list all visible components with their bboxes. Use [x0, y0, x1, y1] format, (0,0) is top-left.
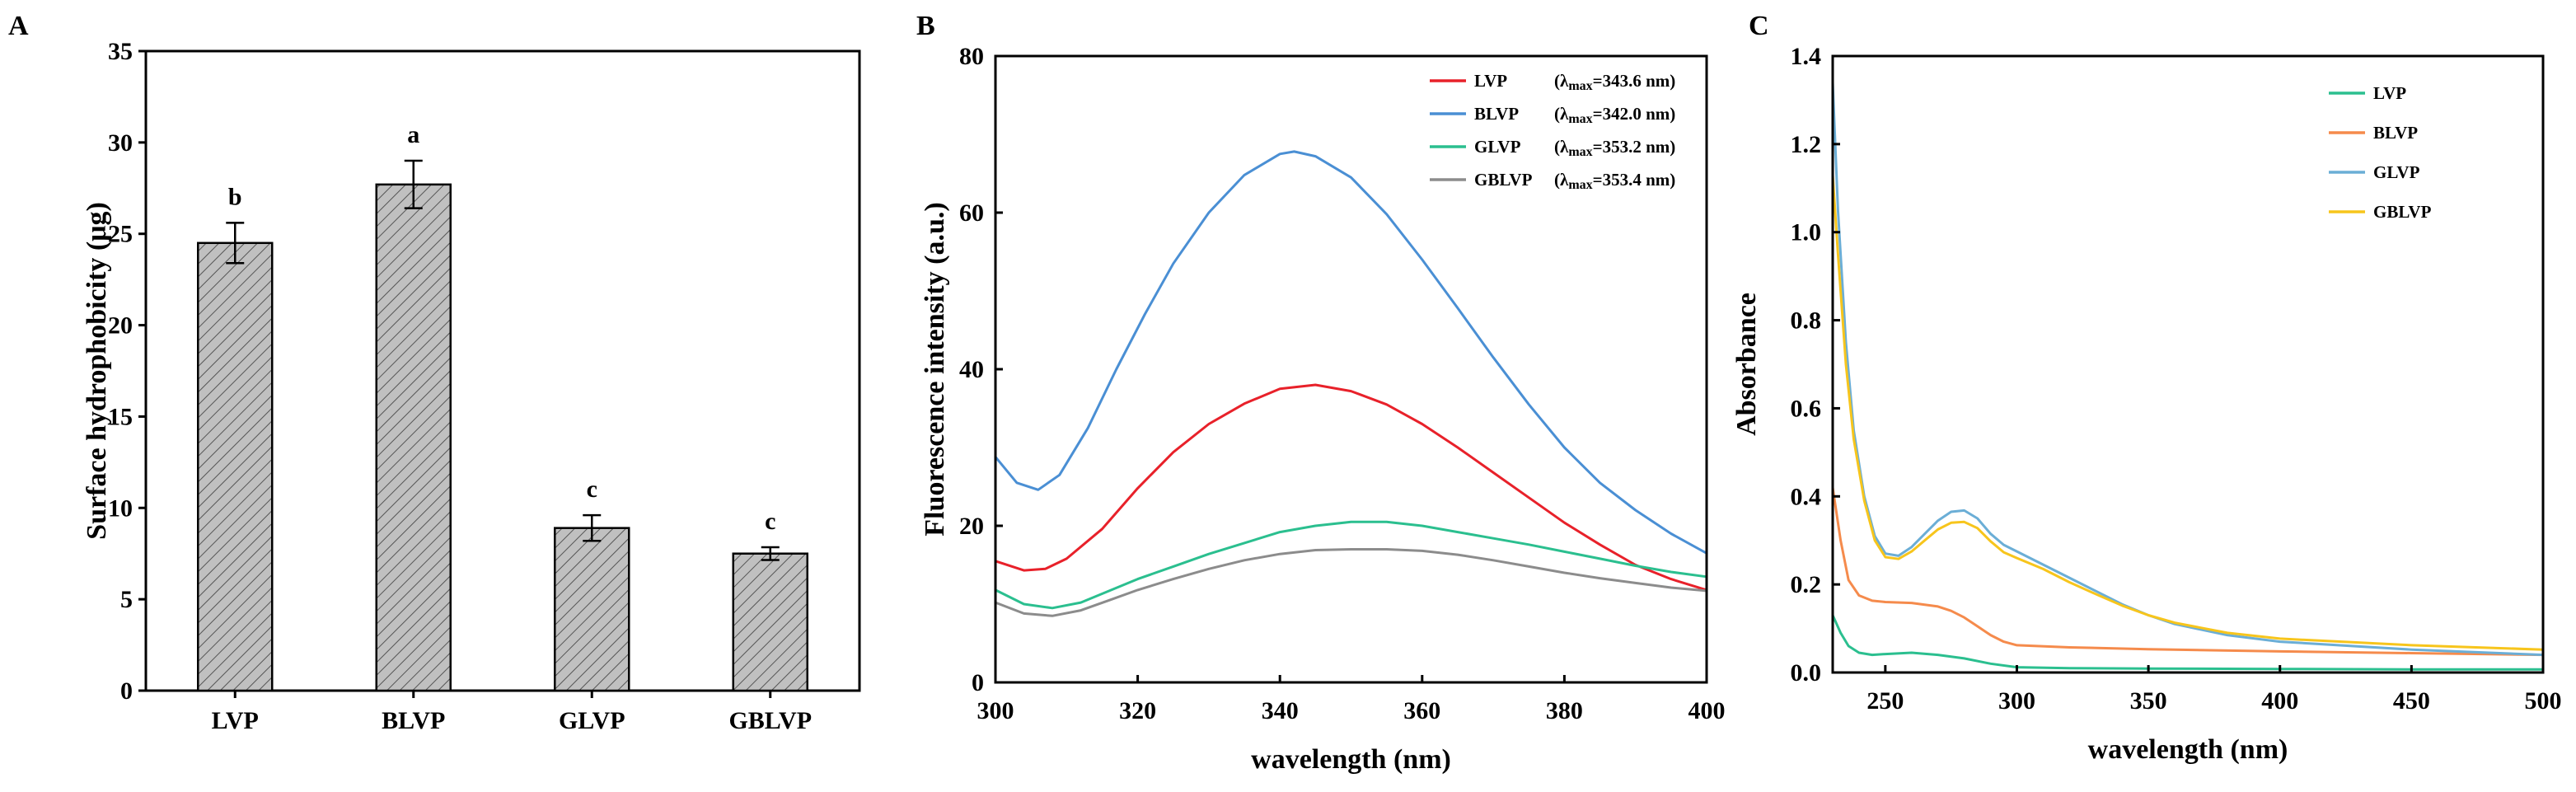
legend-label: GBLVP [1474, 170, 1533, 190]
panel-label-a: A [8, 11, 29, 41]
y-tick-label: 1.0 [1791, 219, 1822, 246]
y-tick-label: 1.2 [1791, 131, 1822, 158]
significance-label: c [587, 476, 597, 503]
y-tick-label: 0.6 [1791, 395, 1822, 422]
y-tick-label: 25 [108, 221, 133, 248]
x-tick-label: 250 [1866, 687, 1904, 715]
legend-label: GLVP [1474, 137, 1521, 157]
panel-a-frame [144, 49, 861, 692]
y-tick-label: 30 [108, 129, 133, 157]
panel-label-c: C [1749, 11, 1769, 41]
bar [732, 552, 808, 692]
panel-c-absorbance-chart: 250 300 350 400 450 500 0.0 0.2 0.4 0.6 0.8 1.0 1.2 1… [1731, 43, 2562, 765]
y-tick-label: 1.4 [1791, 43, 1822, 70]
x-tick-label: 300 [1998, 687, 2035, 715]
x-tick-label: 500 [2525, 687, 2562, 715]
legend-label: BLVP [1474, 104, 1519, 124]
series-line-lvp [994, 383, 1708, 592]
series-line-blvp [994, 150, 1708, 555]
y-tick-label: 10 [108, 494, 133, 522]
x-tick-label: GLVP [559, 707, 625, 734]
series-line-blvp [1831, 486, 2545, 657]
series-line-gblvp [994, 548, 1708, 617]
x-tick-label: LVP [212, 707, 259, 734]
y-axis-title: Fluorescence intensity (a.u.) [920, 202, 950, 536]
significance-label: a [407, 121, 419, 148]
y-tick-label: 60 [959, 199, 984, 227]
y-tick-label: 0.8 [1791, 307, 1822, 335]
y-tick-label: 20 [959, 513, 984, 540]
x-tick-label: 320 [1119, 697, 1156, 724]
y-tick-label: 0.0 [1791, 659, 1822, 687]
legend-label: GLVP [2373, 162, 2420, 182]
panel-b-fluorescence-chart: 300 320 340 360 380 400 0 20 40 60 80 wavelength (n… [920, 43, 1726, 775]
legend-annotation: (λmax=353.4 nm) [1554, 170, 1675, 192]
x-tick-label: 350 [2130, 687, 2167, 715]
legend-annotation: (λmax=343.6 nm) [1554, 71, 1675, 93]
y-tick-label: 40 [959, 356, 984, 383]
plot-frame [1831, 54, 2545, 674]
significance-label: c [765, 508, 775, 535]
x-tick-label: 450 [2393, 687, 2430, 715]
x-tick-label: 400 [1688, 697, 1726, 724]
y-tick-label: 5 [120, 586, 133, 613]
x-axis-title: wavelength (nm) [1251, 744, 1451, 775]
x-tick-label: BLVP [382, 707, 445, 734]
x-tick-label: 340 [1262, 697, 1299, 724]
panel-label-b: B [916, 11, 935, 41]
legend-label: LVP [2373, 83, 2406, 103]
series-line-lvp [1831, 614, 2545, 671]
bar [554, 527, 630, 692]
legend-annotation: (λmax=342.0 nm) [1554, 104, 1675, 126]
y-tick-label: 0.4 [1791, 483, 1822, 510]
x-axis-title: wavelength (nm) [2088, 734, 2288, 765]
panel-a-bar-chart: 0 5 10 15 20 25 30 35 b LVP a BLVP c GLVP c GBLVP Surfac… [82, 38, 861, 734]
y-tick-label: 20 [108, 312, 133, 340]
x-tick-label: 300 [977, 697, 1014, 724]
y-tick-label: 0.2 [1791, 571, 1822, 598]
series-line-gblvp [1831, 173, 2545, 651]
y-tick-label: 80 [959, 43, 984, 70]
y-tick-label: 0 [972, 669, 984, 696]
y-tick-label: 0 [120, 677, 133, 705]
bar [375, 183, 452, 692]
y-tick-label: 35 [108, 38, 133, 65]
series-line-glvp [994, 520, 1708, 610]
legend-label: LVP [1474, 71, 1507, 91]
y-axis-title: Absorbance [1731, 293, 1762, 436]
legend-label: GBLVP [2373, 202, 2432, 222]
x-tick-label: 380 [1546, 697, 1583, 724]
y-tick-label: 15 [108, 403, 133, 430]
significance-label: b [228, 183, 242, 210]
y-axis-title: Surface hydrophobicity (μg) [82, 202, 112, 540]
bar [197, 241, 274, 692]
legend-label: BLVP [2373, 123, 2418, 143]
legend-annotation: (λmax=353.2 nm) [1554, 137, 1675, 159]
x-tick-label: 400 [2261, 687, 2298, 715]
series-line-glvp [1831, 81, 2545, 657]
x-tick-label: 360 [1403, 697, 1440, 724]
x-tick-label: GBLVP [728, 707, 812, 734]
